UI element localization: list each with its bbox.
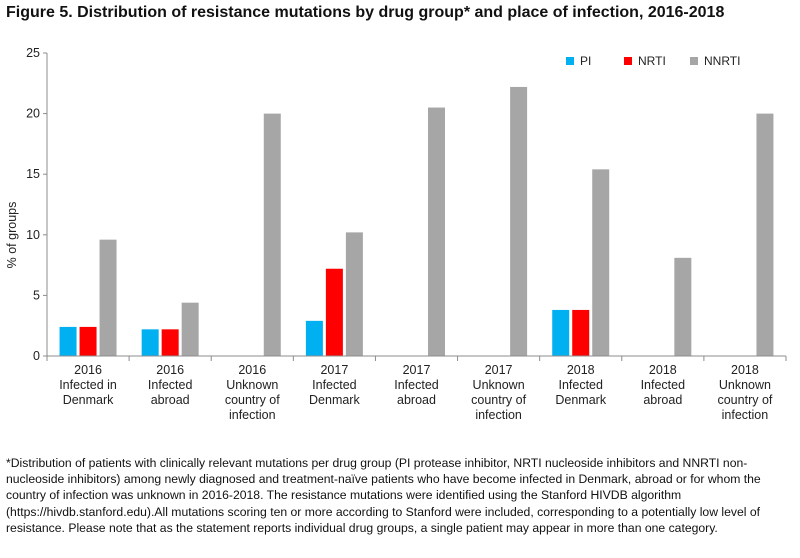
bar-nrti-3 bbox=[325, 268, 343, 356]
x-axis: 2016 Infected in Denmark 2016 Infected abroad… bbox=[46, 355, 787, 422]
legend-label-nnrti: NNRTI bbox=[704, 54, 740, 68]
bar-nrti-0 bbox=[79, 326, 97, 356]
x-tick-label: 2018 Unknown country of infection bbox=[717, 363, 772, 422]
bar-nnrti-4 bbox=[428, 107, 445, 356]
bar-pi-1 bbox=[141, 329, 159, 356]
bar-pi-0 bbox=[59, 326, 77, 356]
bar-pi-6 bbox=[552, 309, 570, 356]
x-tick-label: 2017 Infected abroad bbox=[394, 363, 439, 407]
legend-swatch-nrti bbox=[624, 57, 632, 65]
x-tick-label: 2018 Infected abroad bbox=[641, 363, 686, 407]
bar-nnrti-1 bbox=[181, 302, 199, 356]
legend-label-pi: PI bbox=[580, 54, 591, 68]
y-axis: 0 5 10 15 20 25 bbox=[26, 46, 48, 363]
bar-nnrti-3 bbox=[345, 232, 363, 356]
x-tick-label: 2017 Unknown country of infection bbox=[471, 363, 526, 422]
x-tick-label: 2016 Infected in Denmark bbox=[59, 363, 117, 407]
legend-swatch-pi bbox=[566, 57, 574, 65]
x-tick-label: 2018 Infected Denmark bbox=[555, 363, 606, 407]
bar-nnrti-2 bbox=[263, 113, 281, 356]
y-tick-label: 20 bbox=[26, 107, 40, 121]
bar-nrti-6 bbox=[572, 309, 590, 356]
y-tick-label: 5 bbox=[33, 288, 40, 302]
footnote: *Distribution of patients with clinicall… bbox=[6, 456, 761, 535]
x-tick-label: 2016 Infected abroad bbox=[148, 363, 193, 407]
x-tick-label: 2016 Unknown country of infection bbox=[225, 363, 280, 422]
y-tick-label: 25 bbox=[26, 46, 40, 60]
legend-label-nrti: NRTI bbox=[638, 54, 666, 68]
y-tick-label: 10 bbox=[26, 228, 40, 242]
bar-nnrti-8 bbox=[756, 113, 774, 356]
y-tick-label: 0 bbox=[33, 349, 40, 363]
bar-nnrti-7 bbox=[674, 257, 692, 356]
bar-pi-3 bbox=[305, 320, 323, 356]
bar-nrti-1 bbox=[161, 329, 179, 356]
y-tick-label: 15 bbox=[26, 167, 40, 181]
bar-nnrti-5 bbox=[510, 86, 528, 356]
chart-title: Figure 5. Distribution of resistance mut… bbox=[6, 4, 725, 21]
bar-nnrti-0 bbox=[99, 239, 117, 356]
bars bbox=[59, 86, 774, 356]
bar-nnrti-6 bbox=[592, 169, 610, 356]
x-tick-label: 2017 Infected Denmark bbox=[309, 363, 360, 407]
legend-swatch-nnrti bbox=[690, 57, 698, 65]
legend: PI NRTI NNRTI bbox=[566, 54, 740, 68]
y-axis-label: % of groups bbox=[5, 202, 19, 269]
